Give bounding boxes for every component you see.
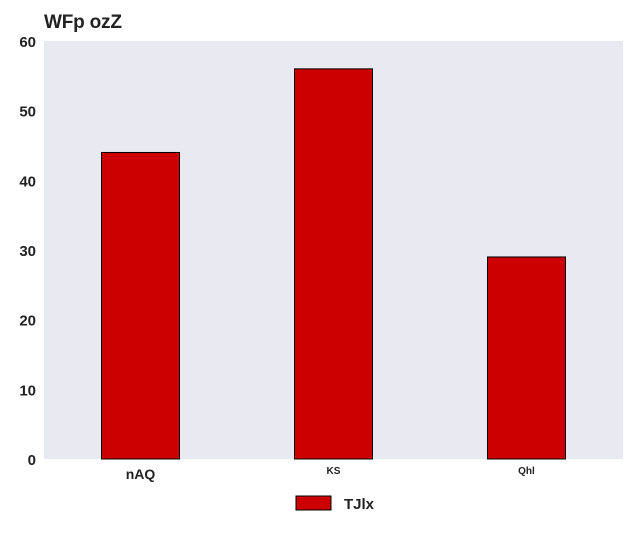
y-tick-label: 60 [19, 34, 36, 51]
y-tick-label: 50 [19, 104, 36, 121]
y-tick-label: 0 [28, 452, 36, 469]
x-tick-label: Qhl [518, 466, 535, 477]
x-tick-label: nAQ [126, 466, 156, 482]
bar [101, 151, 180, 460]
bar [487, 256, 566, 460]
x-tick-label: KS [327, 466, 341, 477]
bar [294, 68, 373, 460]
y-tick-label: 10 [19, 382, 36, 399]
chart-title: WFp ozZ [44, 12, 122, 33]
legend-swatch [295, 495, 332, 511]
y-tick-label: 30 [19, 243, 36, 260]
legend-label: TJlx [344, 496, 375, 513]
y-tick-label: 40 [19, 173, 36, 190]
y-tick-label: 20 [19, 313, 36, 330]
